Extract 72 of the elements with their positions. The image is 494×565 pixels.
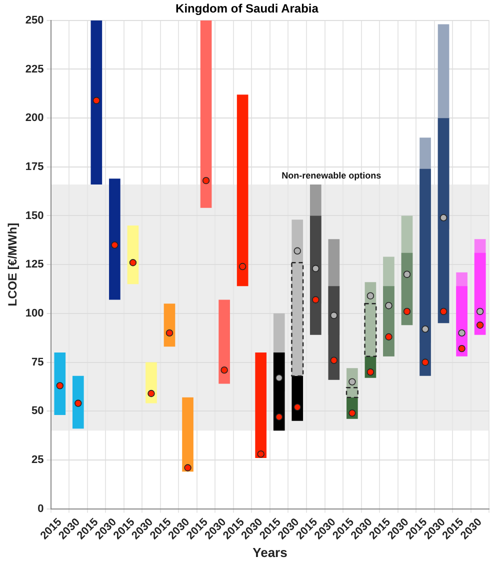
bar [292, 376, 304, 421]
bar [420, 168, 431, 376]
y-tick-label: 175 [25, 160, 44, 173]
point [403, 308, 411, 316]
point [330, 312, 338, 319]
y-tick-label: 25 [32, 454, 44, 466]
bar [72, 376, 84, 429]
point [74, 400, 82, 407]
y-tick-label: 150 [25, 210, 44, 222]
point [129, 259, 137, 266]
point [92, 96, 100, 104]
y-tick-label: 50 [32, 405, 44, 418]
y-tick-label: 75 [32, 356, 44, 368]
point [220, 366, 228, 374]
point [330, 356, 338, 364]
y-tick-label: 0 [38, 502, 44, 515]
y-axis-title: LCOE [€/MWh] [6, 222, 20, 306]
bar [383, 286, 394, 356]
bar [255, 352, 267, 458]
point [184, 464, 192, 472]
point [111, 241, 118, 249]
point [385, 302, 392, 310]
point [366, 292, 374, 300]
bar [401, 252, 413, 326]
y-tick-label: 125 [25, 258, 44, 271]
point [312, 296, 320, 304]
point [476, 322, 484, 329]
x-axis-title: Years [252, 544, 288, 560]
bar [127, 226, 139, 284]
bar [310, 216, 322, 335]
point [440, 214, 448, 222]
point [294, 247, 301, 255]
point [202, 176, 210, 184]
bar [236, 94, 248, 286]
point [366, 368, 374, 376]
point [458, 344, 466, 352]
bar [273, 352, 285, 431]
point [166, 329, 174, 337]
bar [218, 300, 230, 384]
point [476, 308, 484, 316]
bar [438, 118, 450, 324]
point [385, 333, 392, 340]
bar [328, 286, 340, 380]
point [403, 270, 411, 278]
point [276, 413, 283, 421]
bar [456, 286, 468, 356]
bar [164, 304, 176, 347]
point [348, 409, 356, 417]
chart-title: Kingdom of Saudi Arabia [176, 2, 319, 16]
point [294, 404, 301, 411]
bar [474, 252, 486, 335]
point [458, 329, 466, 337]
y-tick-label: 250 [25, 14, 44, 26]
point [148, 390, 155, 398]
point [422, 325, 429, 333]
bar [146, 362, 157, 404]
point [312, 264, 320, 272]
band-label: Non-renewable options [282, 170, 382, 180]
bar [54, 352, 66, 415]
y-tick-label: 200 [25, 112, 44, 124]
y-tick-label: 225 [25, 63, 44, 76]
point [238, 262, 246, 270]
bar [182, 397, 194, 472]
point [56, 382, 64, 390]
point [422, 358, 429, 366]
y-tick-label: 100 [25, 307, 44, 320]
point [440, 308, 448, 316]
bar [200, 20, 212, 208]
bar [90, 20, 102, 184]
point [276, 374, 283, 382]
bar [109, 178, 120, 300]
point [257, 450, 264, 458]
